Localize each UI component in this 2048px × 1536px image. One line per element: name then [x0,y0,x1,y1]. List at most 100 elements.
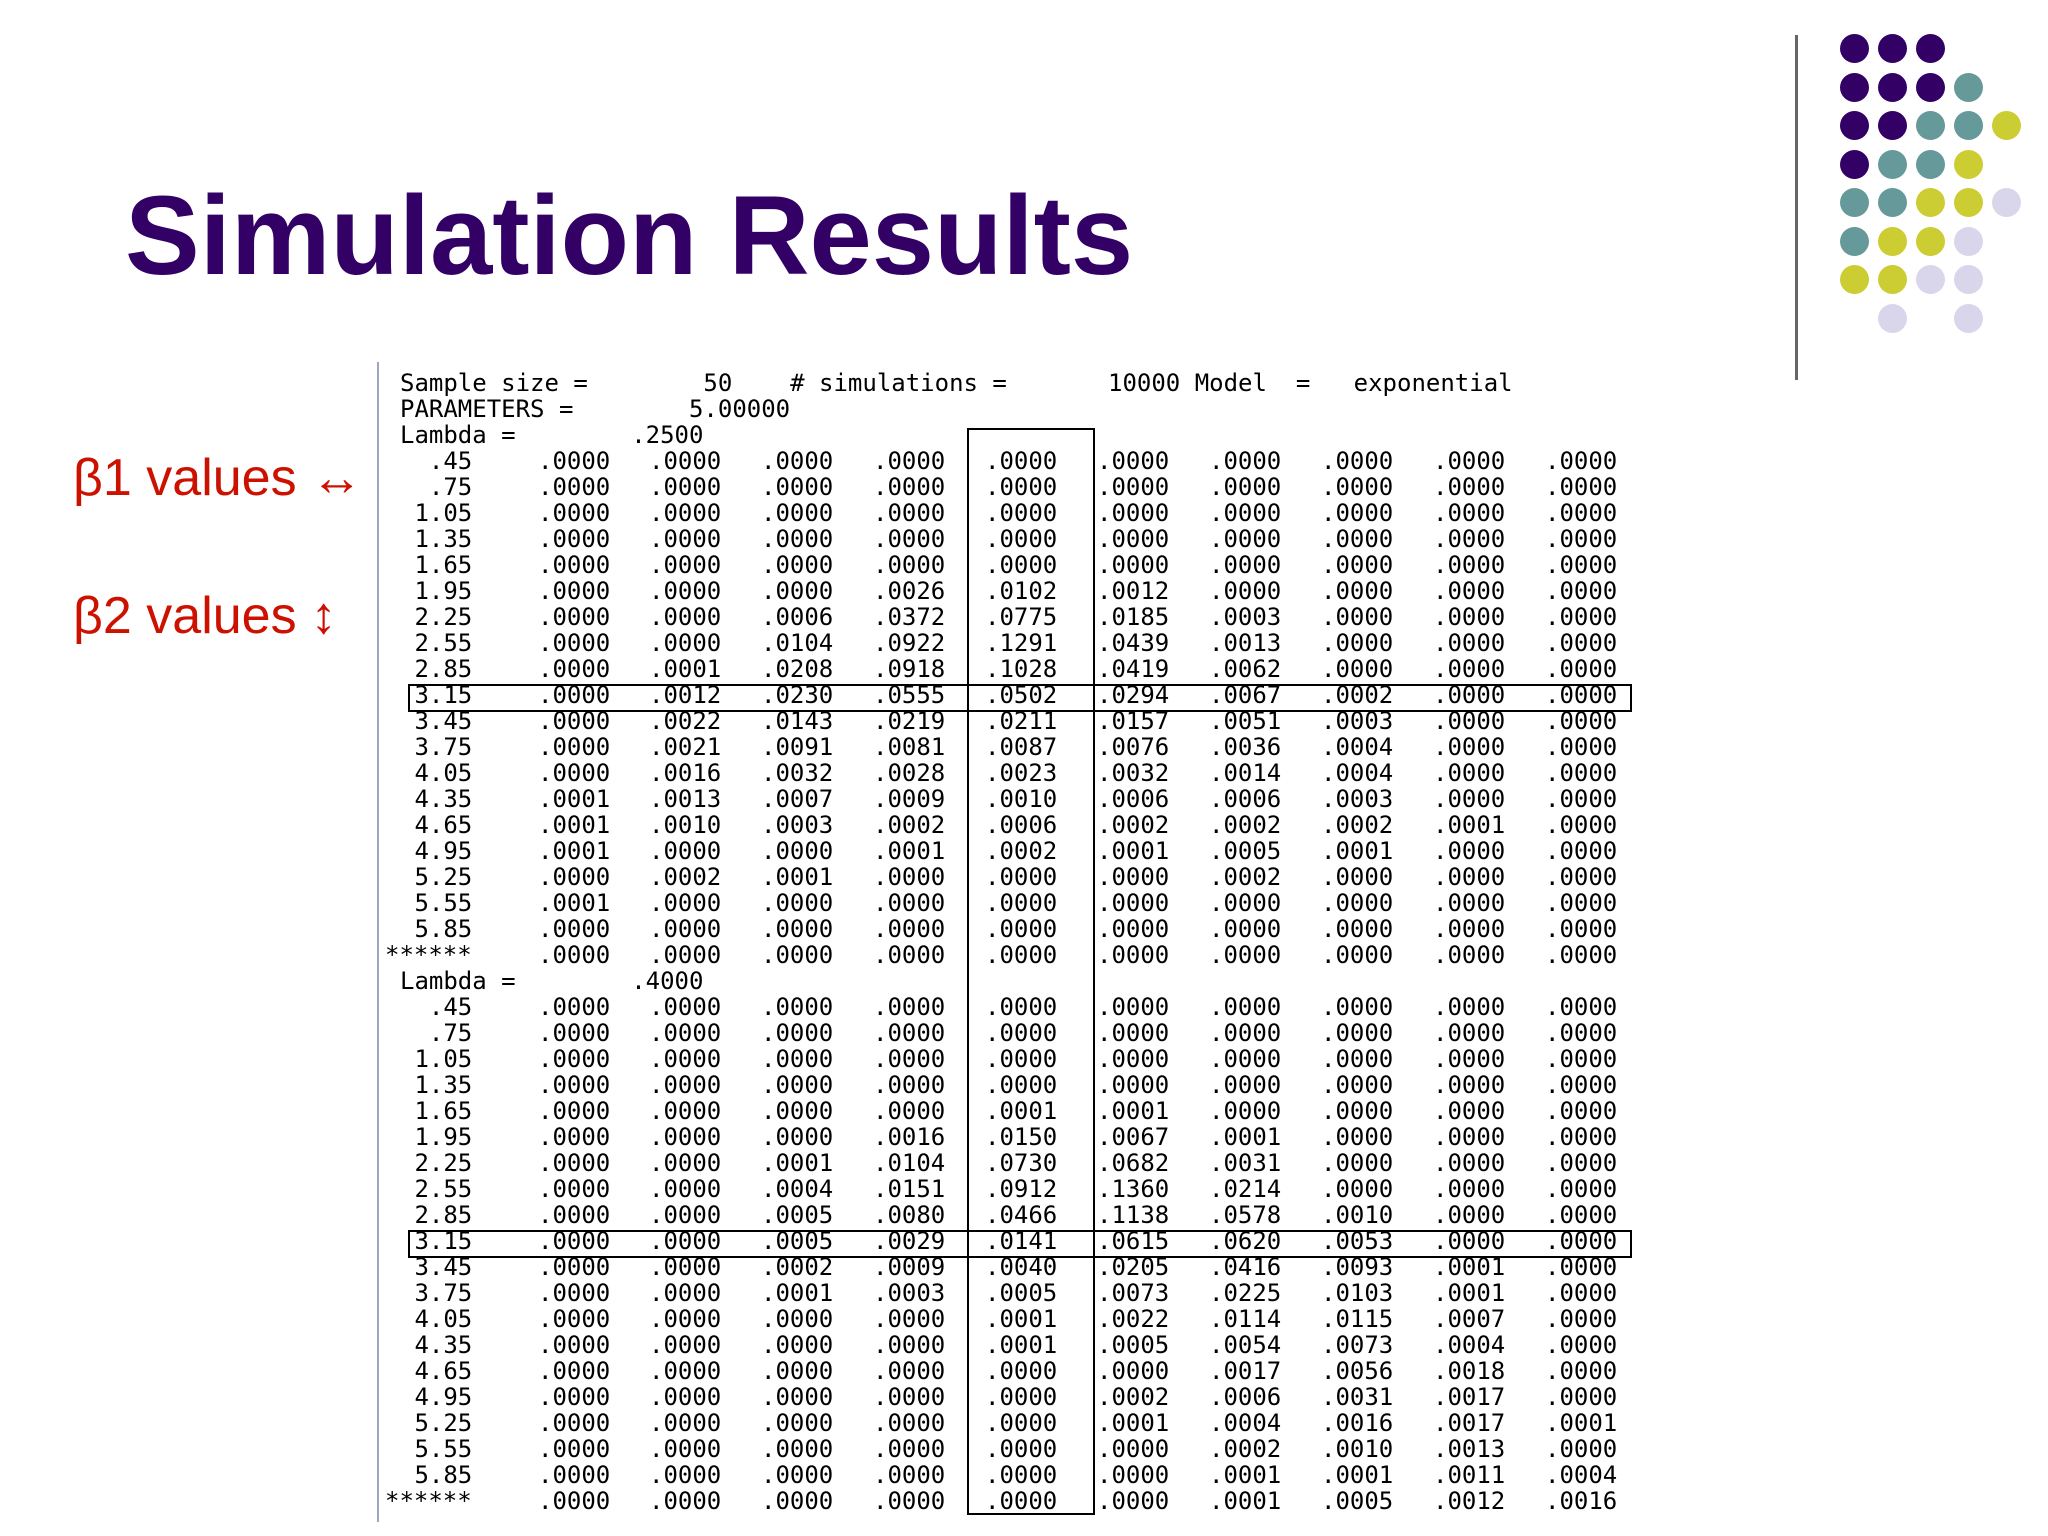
probability-cell: .0157 [1097,707,1170,735]
probability-cell: .0000 [873,1487,946,1515]
probability-cell: .0000 [761,1461,834,1489]
probability-cell: .0214 [1209,1175,1282,1203]
probability-cell: .0578 [1209,1201,1282,1229]
probability-cell: .0006 [1097,785,1170,813]
probability-cell: .0016 [873,1123,946,1151]
probability-cell: .0011 [1433,1461,1506,1489]
probability-cell: .0225 [1209,1279,1282,1307]
probability-cell: .0093 [1321,1253,1394,1281]
probability-cell: .0000 [1321,655,1394,683]
probability-cell: .0010 [649,811,722,839]
probability-cell: .0017 [1433,1409,1506,1437]
probability-cell: .0000 [1545,577,1618,605]
probability-cell: .0000 [649,577,722,605]
probability-cell: .0000 [873,1383,946,1411]
probability-cell: .0000 [761,1487,834,1515]
probability-cell: .0016 [649,759,722,787]
decorative-dot [1878,303,1907,333]
probability-cell: .0000 [1433,1201,1506,1229]
probability-cell: .0002 [1209,863,1282,891]
probability-cell: .0013 [1433,1435,1506,1463]
probability-cell: .0000 [1097,447,1170,475]
probability-cell: .0001 [538,811,611,839]
probability-cell: .0000 [1321,603,1394,631]
probability-cell: .0000 [1433,447,1506,475]
probability-cell: .0031 [1321,1383,1394,1411]
decorative-dot [1992,188,2021,217]
probability-cell: .0000 [761,1045,834,1073]
probability-cell: .0021 [649,733,722,761]
probability-cell: .0000 [1545,603,1618,631]
probability-cell: .0000 [1545,551,1618,579]
decorative-dot [1916,72,1945,102]
beta2-row-label: ****** [385,1487,472,1515]
beta2-row-label: 3.15 [400,1227,473,1255]
probability-cell: .0230 [761,681,834,709]
beta2-row-label: 3.45 [400,707,473,735]
probability-cell: .0000 [538,915,611,943]
probability-cell: .0000 [1545,941,1618,969]
probability-cell: .0005 [1097,1331,1170,1359]
probability-cell: .0000 [985,915,1058,943]
probability-cell: .0000 [538,1123,611,1151]
probability-cell: .0104 [761,629,834,657]
probability-cell: .0000 [985,551,1058,579]
probability-cell: .0000 [1097,525,1170,553]
probability-cell: .0000 [873,499,946,527]
probability-cell: .0000 [649,915,722,943]
probability-cell: .0005 [761,1201,834,1229]
beta2-row-label: 3.75 [400,1279,473,1307]
probability-cell: .0000 [1097,941,1170,969]
probability-cell: .0002 [985,837,1058,865]
probability-cell: .0000 [873,447,946,475]
probability-cell: .0002 [761,1253,834,1281]
probability-cell: .0000 [1545,1071,1618,1099]
probability-cell: .0000 [873,1019,946,1047]
probability-cell: .0000 [538,1487,611,1515]
probability-cell: .0005 [1321,1487,1394,1515]
probability-cell: .0003 [1209,603,1282,631]
slide-title: Simulation Results [125,173,1134,298]
probability-cell: .0000 [985,1045,1058,1073]
decorative-dot [1916,226,1945,256]
decorative-dot [1878,72,1907,102]
probability-cell: .0000 [761,1123,834,1151]
probability-cell: .0000 [538,1227,611,1255]
probability-cell: .0000 [873,525,946,553]
probability-cell: .0000 [538,447,611,475]
probability-cell: .0143 [761,707,834,735]
probability-cell: .0080 [873,1201,946,1229]
probability-cell: .0000 [649,499,722,527]
probability-cell: .0000 [1209,1019,1282,1047]
probability-cell: .0000 [873,473,946,501]
probability-cell: .0000 [649,629,722,657]
probability-cell: .0001 [1097,837,1170,865]
decorative-dot [1878,265,1907,294]
probability-cell: .0018 [1433,1357,1506,1385]
probability-cell: .0000 [649,1357,722,1385]
probability-cell: .0001 [1433,811,1506,839]
probability-cell: .0000 [649,525,722,553]
beta2-row-label: 3.75 [400,733,473,761]
probability-cell: .0031 [1209,1149,1282,1177]
probability-cell: .0004 [1433,1331,1506,1359]
probability-cell: .0029 [873,1227,946,1255]
probability-cell: .0000 [1545,811,1618,839]
probability-cell: .0000 [761,1305,834,1333]
probability-cell: .0013 [1209,629,1282,657]
decorative-dot [1840,226,1869,256]
probability-cell: .0006 [1209,785,1282,813]
probability-cell: .0000 [1321,1019,1394,1047]
probability-cell: .0000 [649,1175,722,1203]
probability-cell: .0000 [873,889,946,917]
probability-cell: .0000 [1433,551,1506,579]
probability-cell: .0000 [1321,1045,1394,1073]
probability-cell: .0000 [538,863,611,891]
probability-cell: .0000 [649,1279,722,1307]
probability-cell: .0000 [761,499,834,527]
probability-cell: .0002 [1097,1383,1170,1411]
probability-cell: .0000 [538,1409,611,1437]
probability-cell: .0000 [1545,1149,1618,1177]
probability-cell: .0000 [538,603,611,631]
probability-cell: .1360 [1097,1175,1170,1203]
